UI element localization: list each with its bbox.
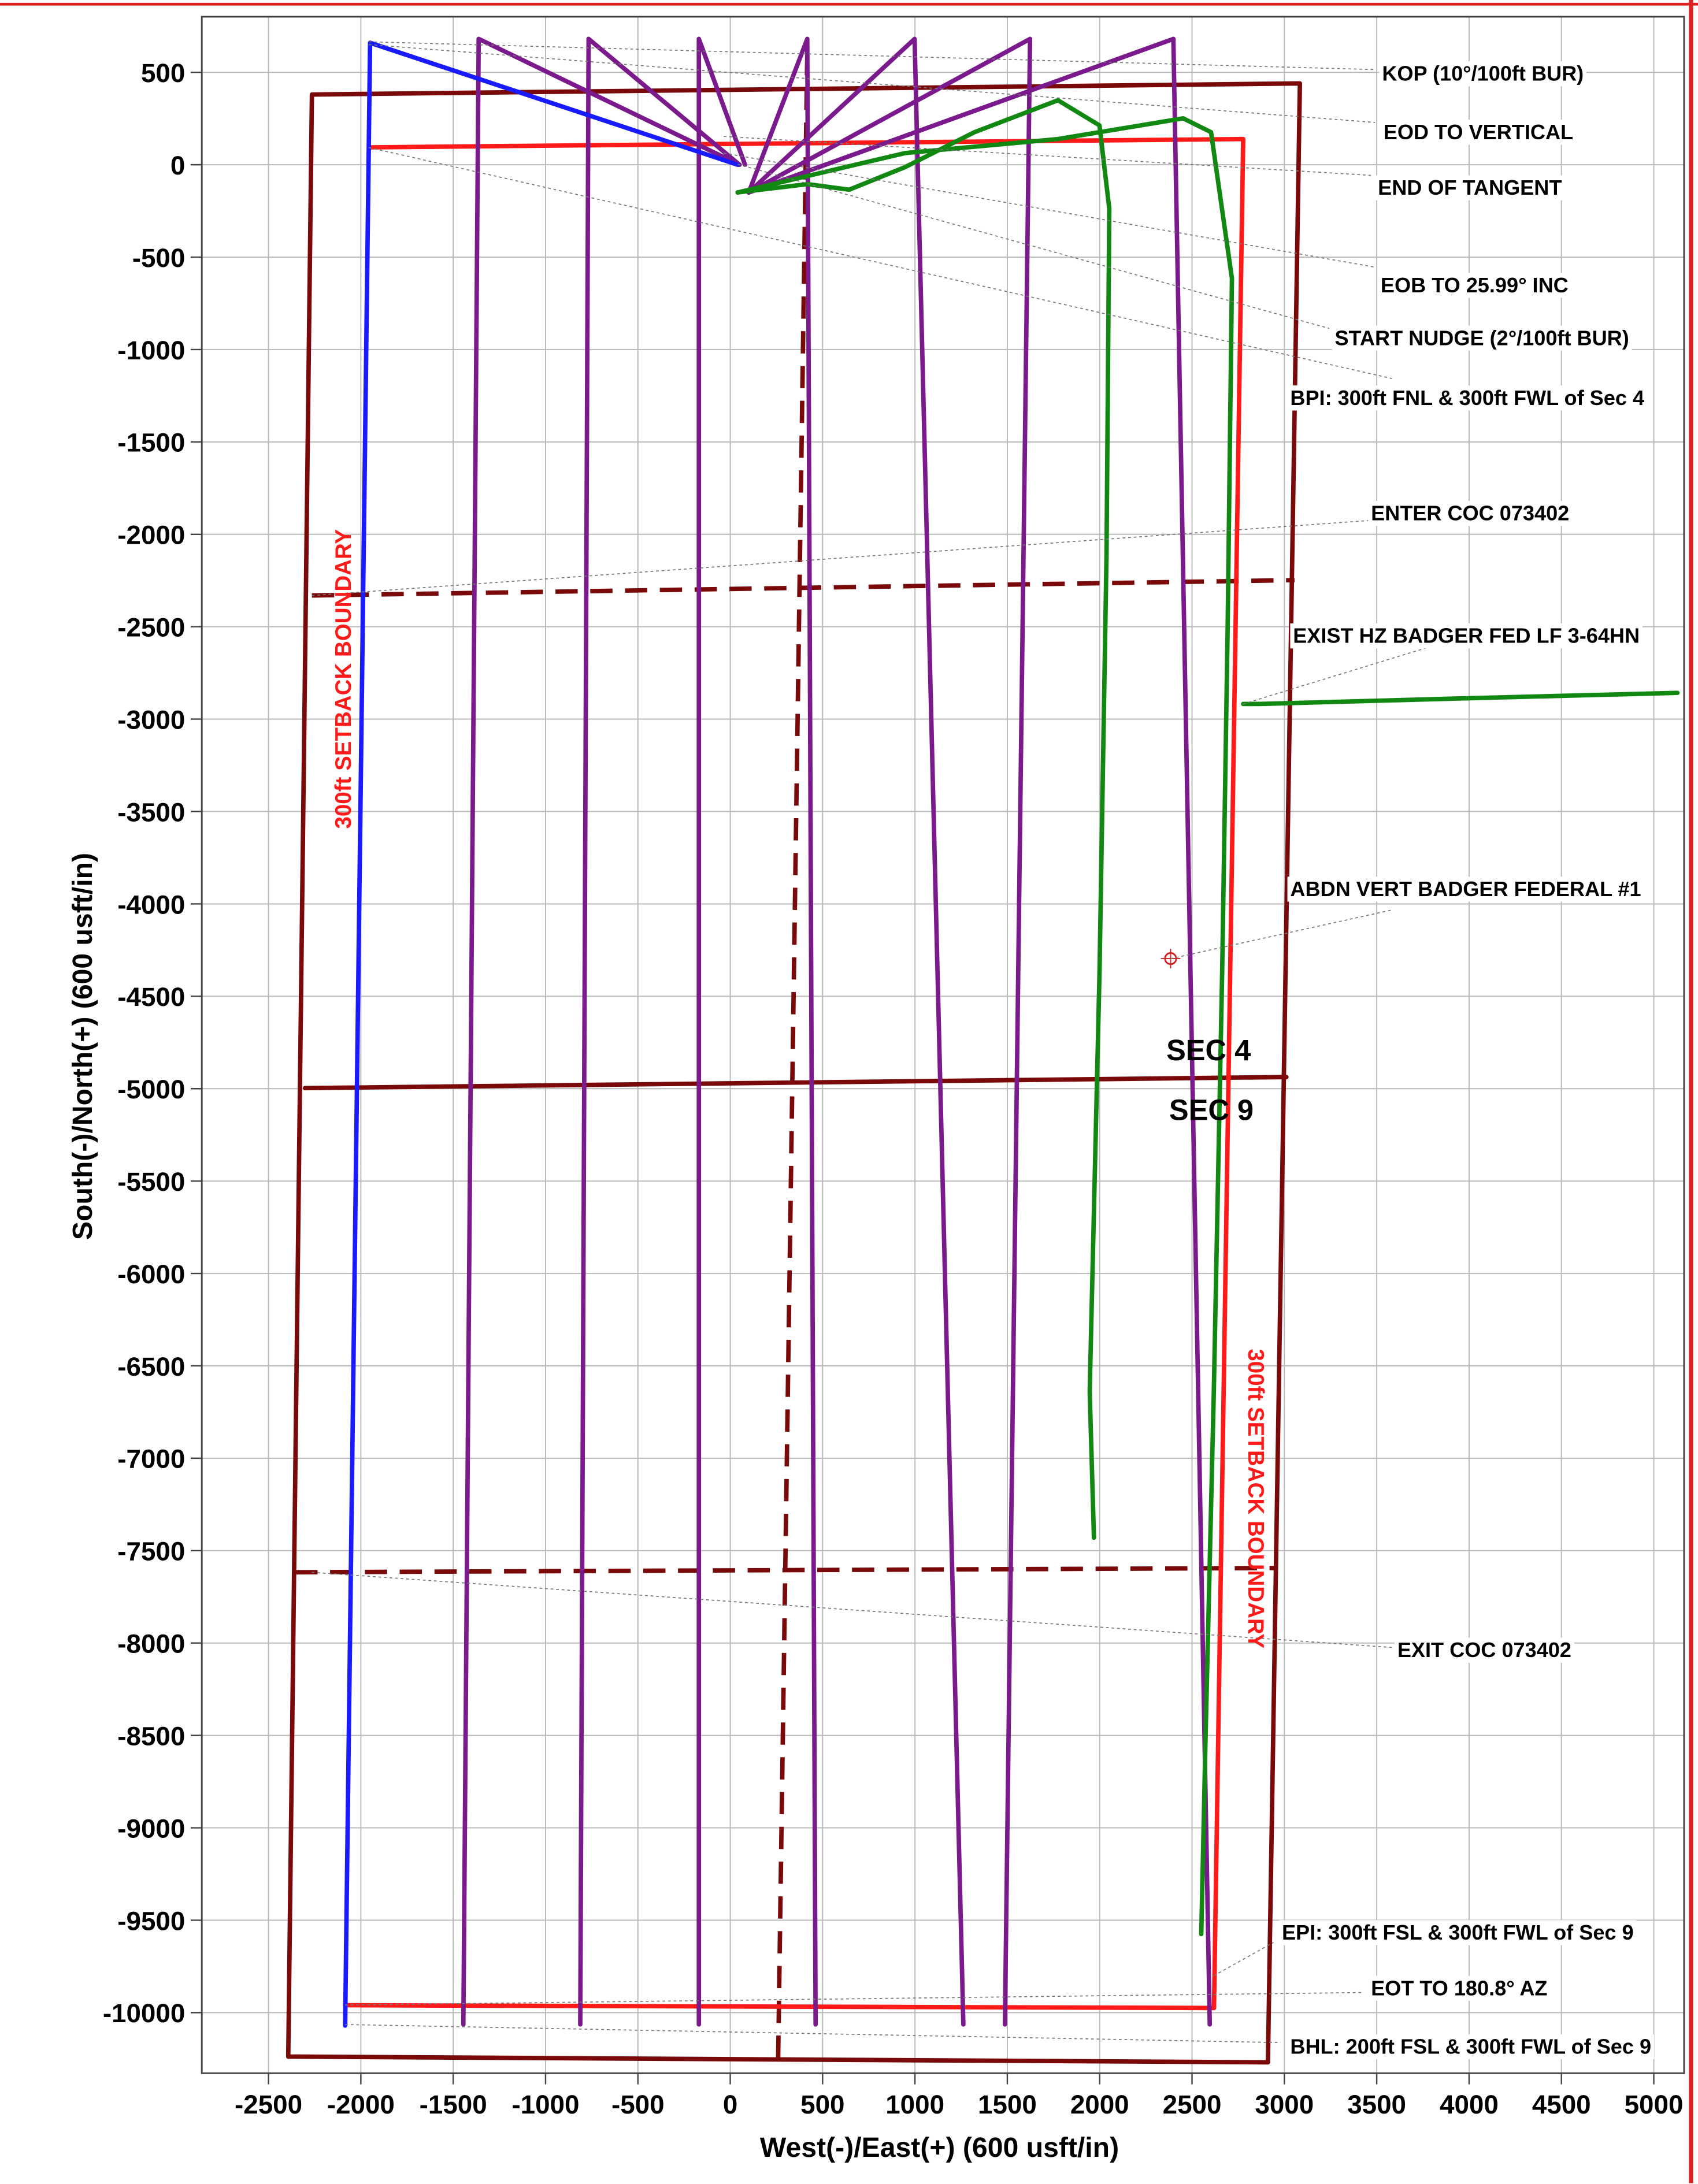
leader-line [1213, 1942, 1274, 1977]
x-tick-label: 1500 [978, 2090, 1037, 2119]
y-tick-label: -3000 [117, 705, 185, 734]
leader-line [724, 136, 1371, 176]
well-path [1241, 690, 1680, 707]
label-bg [1368, 1975, 1551, 2001]
label-bg [1379, 61, 1587, 87]
annotation: EOT TO 180.8° AZ [1371, 1976, 1547, 2000]
label-bg [1279, 1920, 1637, 1945]
well-path [286, 81, 1303, 2065]
leader-line [724, 153, 1376, 268]
annotation: KOP (10°/100ft BUR) [1382, 62, 1584, 86]
annotation: BPI: 300ft FNL & 300ft FWL of Sec 4 [1290, 386, 1644, 410]
x-tick-label: 2000 [1070, 2090, 1129, 2119]
y-tick-label: -4000 [117, 890, 185, 919]
x-tick-label: -1000 [511, 2090, 579, 2119]
y-tick-label: -3500 [117, 797, 185, 827]
x-axis-title: West(-)/East(+) (600 usft/in) [760, 2132, 1119, 2163]
label-bg [1368, 500, 1573, 526]
x-tick-label: 500 [800, 2090, 844, 2119]
y-tick-label: -6000 [117, 1260, 185, 1289]
y-tick-label: -10000 [103, 1999, 185, 2028]
x-tick-label: 3500 [1347, 2090, 1406, 2119]
annotation: EXIST HZ BADGER FED LF 3-64HN [1293, 624, 1640, 648]
y-tick-label: -8500 [117, 1721, 185, 1751]
well-path [696, 36, 747, 2027]
y-tick-label: -5500 [117, 1167, 185, 1197]
plot-frame [201, 16, 1685, 2074]
x-tick-label: 4500 [1532, 2090, 1591, 2119]
x-tick-label: 5000 [1625, 2090, 1684, 2119]
y-tick-label: -1000 [117, 336, 185, 365]
x-tick-label: 2500 [1163, 2090, 1222, 2119]
leader-line [737, 164, 1330, 329]
x-tick-label: -2500 [235, 2090, 302, 2119]
annotation: EPI: 300ft FSL & 300ft FWL of Sec 9 [1282, 1921, 1634, 1944]
leader-line [1170, 909, 1392, 960]
annotation: START NUDGE (2°/100ft BUR) [1334, 326, 1629, 350]
y-tick-label: -9000 [117, 1814, 185, 1843]
y-tick-label: -8000 [117, 1629, 185, 1659]
label-bg [1375, 175, 1565, 200]
well-path [746, 36, 1213, 2027]
leader-line [369, 44, 1376, 123]
label-bg [1332, 325, 1632, 351]
y-tick-label: -7000 [117, 1444, 185, 1474]
section-label: SEC 4 [1166, 1034, 1251, 1067]
leader-line [369, 41, 1376, 70]
section-label: SEC 9 [1169, 1094, 1254, 1127]
x-tick-label: 3000 [1255, 2090, 1314, 2119]
well-path [735, 116, 1234, 1937]
leader-line [345, 2024, 1281, 2044]
y-tick-label: -4500 [117, 982, 185, 1012]
y-tick-label: -2500 [117, 613, 185, 642]
x-tick-label: 1000 [885, 2090, 944, 2119]
y-axis-title: South(-)/North(+) (600 usft/in) [67, 853, 98, 1240]
y-tick-label: -7500 [117, 1537, 185, 1566]
y-tick-label: -2000 [117, 521, 185, 550]
y-tick-label: -6500 [117, 1352, 185, 1381]
well-path [343, 40, 740, 2028]
y-tick-label: 500 [141, 58, 185, 88]
x-tick-label: -1500 [420, 2090, 487, 2119]
label-bg [1395, 1637, 1574, 1663]
well-path [312, 578, 1295, 598]
leader-line [312, 1572, 1392, 1648]
x-tick-label: 0 [723, 2090, 737, 2119]
annotation: END OF TANGENT [1378, 176, 1562, 199]
y-tick-label: -9500 [117, 1906, 185, 1936]
annotation: EOD TO VERTICAL [1384, 120, 1573, 144]
annotation: EOB TO 25.99° INC [1381, 273, 1569, 297]
label-bg [1287, 2034, 1654, 2060]
well-path [578, 36, 742, 2027]
setback-label: 300ft SETBACK BOUNDARY [331, 529, 356, 829]
leader-line [312, 519, 1371, 596]
well-path [776, 53, 810, 2063]
label-bg [1380, 120, 1576, 145]
label-bg [1290, 623, 1643, 649]
y-tick-label: -1500 [117, 428, 185, 458]
y-tick-label: -5000 [117, 1075, 185, 1104]
label-bg [1378, 273, 1571, 298]
annotation: ENTER COC 073402 [1371, 502, 1569, 525]
labels: -2500 -2000 -1500 -1000 -500 0 500 1000 1500 2000… [103, 41, 1684, 2119]
plot-marks [286, 36, 1680, 2065]
leader-line [368, 147, 1392, 379]
x-tick-label: 4000 [1440, 2090, 1499, 2119]
well-path [461, 36, 742, 2027]
label-bg [1287, 385, 1647, 411]
x-tick-label: -2000 [327, 2090, 395, 2119]
annotation: BHL: 200ft FSL & 300ft FWL of Sec 9 [1290, 2035, 1651, 2059]
x-tick-label: -500 [611, 2090, 665, 2119]
annotation: ABDN VERT BADGER FEDERAL #1 [1290, 877, 1641, 901]
well-path [746, 36, 818, 2027]
y-tick-label: 0 [170, 151, 185, 180]
setback-label: 300ft SETBACK BOUNDARY [1243, 1349, 1268, 1648]
annotation: EXIT COC 073402 [1397, 1638, 1571, 1662]
well-path [746, 36, 1033, 2027]
well-path [735, 98, 1112, 1540]
y-tick-label: -500 [132, 243, 186, 273]
label-bg [1287, 876, 1644, 902]
